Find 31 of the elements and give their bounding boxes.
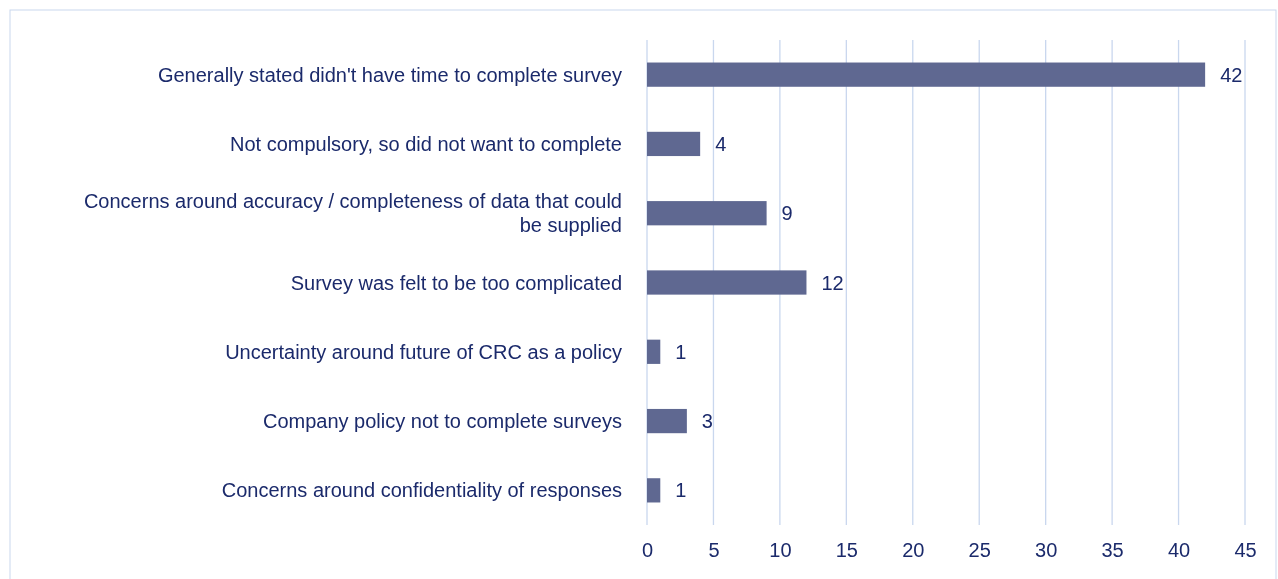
y-tick-label: Survey was felt to be too complicated: [290, 271, 622, 294]
data-label: 9: [781, 202, 793, 225]
x-tick-label: 40: [1167, 539, 1191, 562]
y-tick-label: Not compulsory, so did not want to complete: [229, 132, 622, 155]
y-tick-label: Concerns around accuracy / completeness of data that could be supplied: [83, 190, 622, 237]
x-tick-label: 5: [708, 539, 720, 562]
data-label: 42: [1220, 63, 1243, 86]
bar: [647, 270, 807, 295]
data-label: 1: [675, 340, 687, 363]
y-tick-label: Concerns around confidentiality of responses: [221, 479, 622, 502]
y-tick-label: Company policy not to complete surveys: [262, 410, 622, 433]
x-tick-label: 15: [835, 539, 858, 562]
bar: [647, 478, 661, 503]
data-label: 12: [821, 271, 844, 294]
bar: [647, 62, 1206, 87]
x-tick-label: 25: [968, 539, 991, 562]
data-label: 4: [715, 132, 727, 155]
bar: [647, 201, 767, 226]
bar: [647, 131, 701, 157]
data-label: 3: [701, 410, 713, 433]
x-tick-label: 35: [1101, 539, 1124, 562]
bar: [647, 339, 661, 364]
y-tick-label: Generally stated didn't have time to complete survey: [157, 63, 622, 86]
y-tick-label: Uncertainty around future of CRC as a policy: [225, 340, 622, 363]
data-label: 1: [675, 479, 687, 502]
x-tick-label: 45: [1234, 539, 1257, 562]
x-tick-label: 0: [641, 539, 654, 562]
x-tick-label: 10: [769, 539, 792, 562]
x-tick-label: 20: [902, 539, 925, 562]
x-tick-label: 30: [1035, 539, 1058, 562]
bar: [647, 408, 687, 434]
